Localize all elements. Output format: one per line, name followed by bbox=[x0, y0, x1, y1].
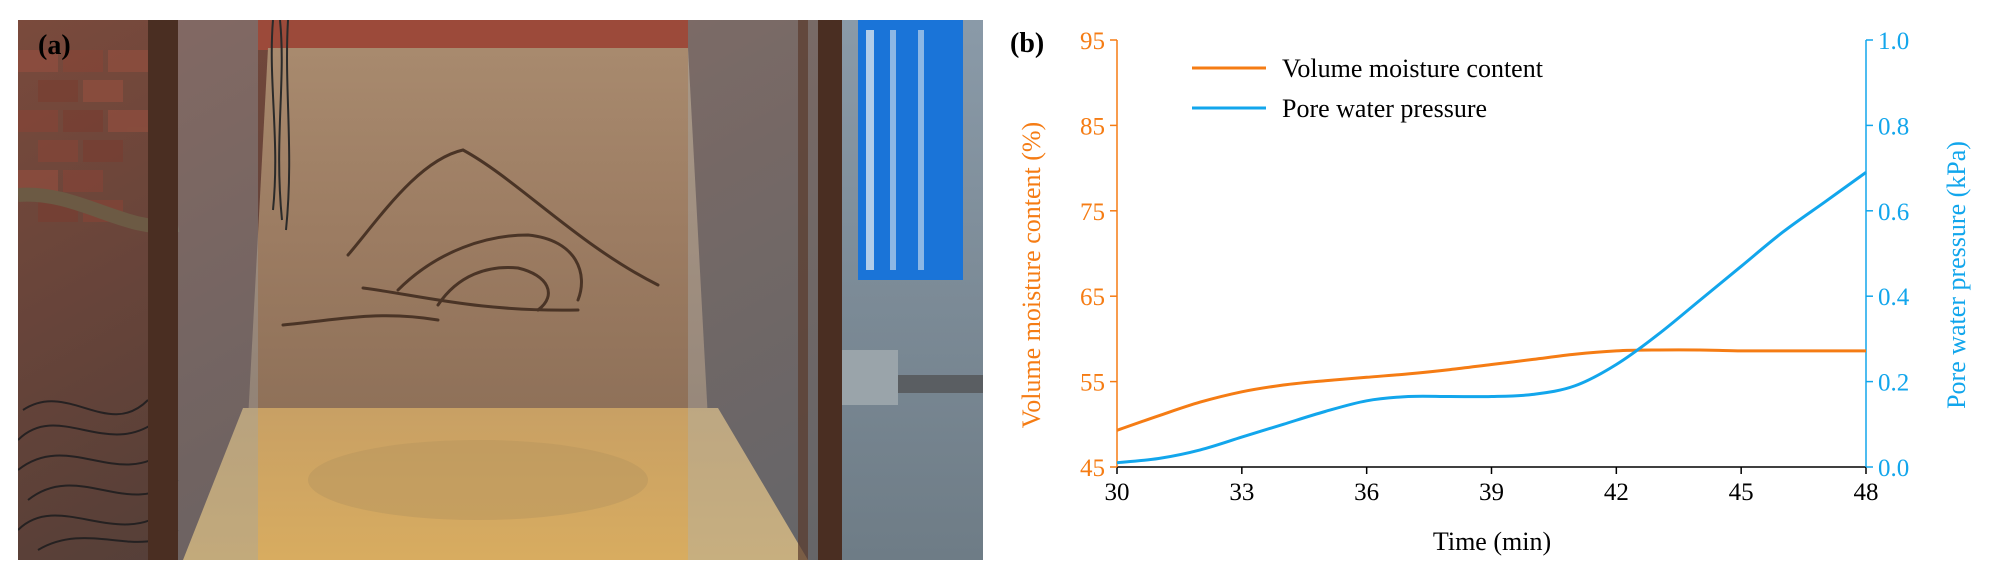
y-axis-left-label: Volume moisture content (%) bbox=[1017, 122, 1046, 428]
blue-panel bbox=[858, 20, 963, 280]
frame-right bbox=[818, 20, 842, 560]
chart-svg: (b) 30 33 36 39 42 45 48 45 55 65 75 85 95 0.0 0.2 0.4 0… bbox=[1010, 28, 1971, 556]
concrete-block bbox=[838, 350, 898, 405]
tank-top-rim bbox=[258, 20, 688, 50]
y-right-tick-label: 1.0 bbox=[1878, 28, 1909, 55]
glass-right bbox=[688, 20, 838, 560]
y-right-tick-label: 0.2 bbox=[1878, 370, 1909, 397]
x-tick-label: 45 bbox=[1729, 479, 1754, 506]
chart-panel-b: (b) 30 33 36 39 42 45 48 45 55 65 75 85 95 0.0 0.2 0.4 0… bbox=[1000, 0, 1993, 578]
cracks bbox=[281, 148, 660, 327]
y-right-tick-label: 0.4 bbox=[1878, 284, 1910, 311]
ticks: 30 33 36 39 42 45 48 45 55 65 75 85 95 0.0 0.2 0.4 0.6 0.… bbox=[1080, 28, 1910, 506]
x-tick-label: 42 bbox=[1604, 479, 1629, 506]
photo-panel-a: (a) bbox=[18, 20, 983, 560]
legend-label-pressure: Pore water pressure bbox=[1282, 94, 1487, 123]
series-lines bbox=[1116, 171, 1867, 465]
legend-label-moisture: Volume moisture content bbox=[1282, 54, 1544, 83]
y-left-tick-label: 55 bbox=[1080, 370, 1105, 397]
y-right-tick-label: 0.6 bbox=[1878, 199, 1909, 226]
series-line-moisture bbox=[1116, 348, 1866, 432]
glass-left bbox=[178, 20, 258, 560]
x-tick-label: 48 bbox=[1854, 479, 1879, 506]
x-tick-label: 33 bbox=[1229, 479, 1254, 506]
x-tick-label: 39 bbox=[1479, 479, 1504, 506]
legend: Volume moisture content Pore water press… bbox=[1192, 54, 1544, 123]
brick-wall bbox=[18, 50, 148, 222]
frame-left bbox=[148, 20, 178, 560]
sand-tank-photo bbox=[18, 20, 983, 560]
y-left-tick-label: 45 bbox=[1080, 455, 1105, 482]
sensor-wires bbox=[270, 20, 291, 231]
panel-b-label: (b) bbox=[1010, 28, 1044, 59]
y-left-tick-label: 65 bbox=[1080, 284, 1105, 311]
panel-a-label: (a) bbox=[38, 30, 71, 61]
y-left-tick-label: 95 bbox=[1080, 28, 1105, 55]
y-right-tick-label: 0.8 bbox=[1878, 113, 1909, 140]
sand-slope bbox=[248, 48, 708, 420]
x-tick-label: 30 bbox=[1105, 479, 1130, 506]
y-left-tick-label: 85 bbox=[1080, 113, 1105, 140]
axes bbox=[1116, 40, 1867, 468]
y-left-tick-label: 75 bbox=[1080, 199, 1105, 226]
series-line-pressure bbox=[1116, 171, 1867, 465]
x-axis-label: Time (min) bbox=[1433, 527, 1551, 556]
y-axis-right-label: Pore water pressure (kPa) bbox=[1942, 141, 1971, 409]
y-right-tick-label: 0.0 bbox=[1878, 455, 1909, 482]
x-tick-label: 36 bbox=[1354, 479, 1379, 506]
